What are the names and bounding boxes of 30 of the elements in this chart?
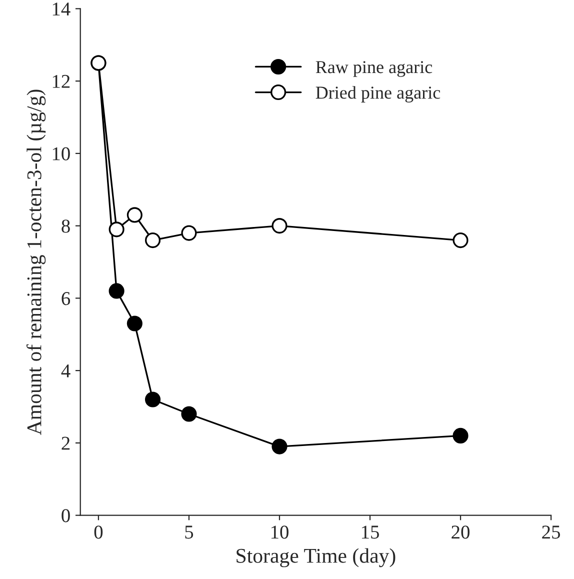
point	[108, 222, 124, 238]
y-tick-label: 4	[61, 364, 70, 378]
point	[144, 232, 161, 248]
point	[126, 207, 142, 223]
point	[126, 316, 142, 332]
y-tick-label: 8	[62, 220, 70, 233]
point	[108, 283, 124, 299]
x-tick-label: 15	[362, 526, 379, 539]
y-tick-label: 6	[62, 292, 70, 306]
point	[144, 392, 161, 408]
point	[452, 232, 468, 248]
y-tick-label: 12	[52, 74, 70, 88]
y-tick-label: 2	[62, 436, 70, 450]
legend-label: Raw pine agaric	[316, 61, 432, 77]
y-tick-label: 14	[52, 2, 70, 16]
y-tick-label: 0	[62, 509, 70, 522]
y-axis-title: Amount of remaining 1-octen-3-ol (µg/g)	[26, 90, 46, 435]
x-tick-label: 0	[94, 526, 103, 539]
point	[272, 438, 288, 454]
point	[181, 406, 197, 422]
x-tick-label: 10	[271, 526, 288, 539]
x-tick-label: 20	[452, 526, 470, 539]
point	[452, 428, 468, 444]
point	[272, 218, 288, 234]
x-tick-label: 25	[542, 526, 560, 539]
x-axis-title: Storage Time (day)	[236, 548, 396, 568]
legend-label: Dried pine agaric	[316, 86, 440, 102]
x-tick-label: 5	[185, 526, 194, 539]
y-tick-label: 10	[52, 147, 70, 160]
point	[181, 225, 197, 241]
